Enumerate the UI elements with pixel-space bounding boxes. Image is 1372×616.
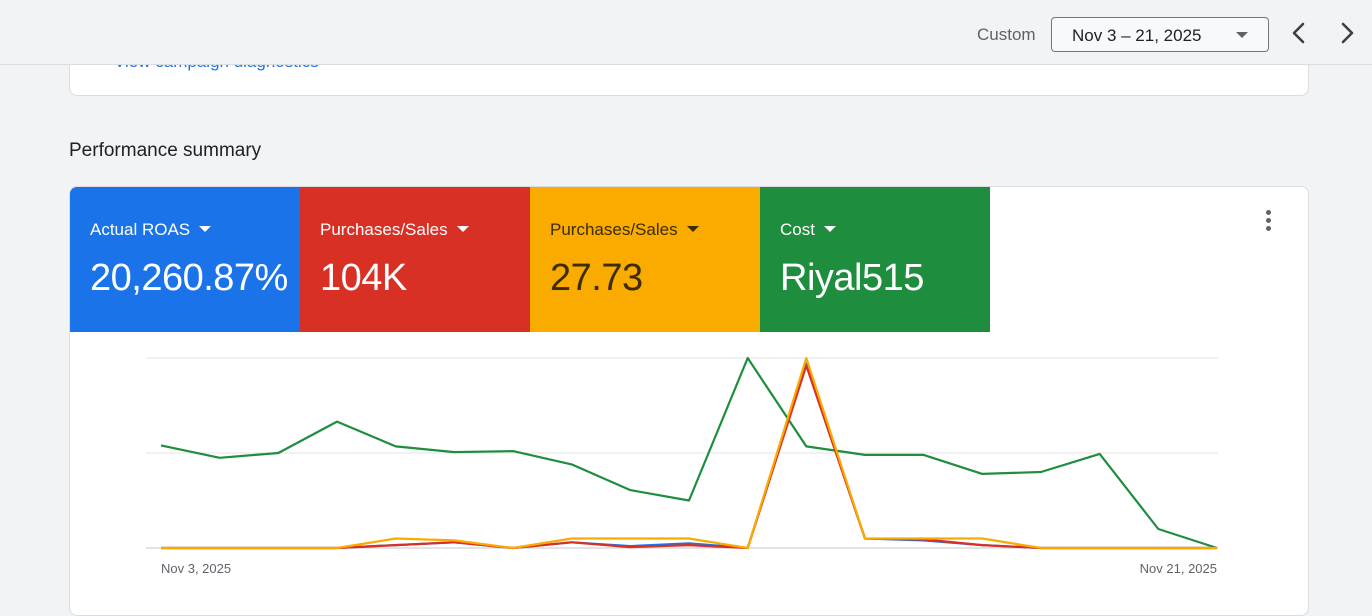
metric-label: Actual ROAS — [90, 220, 212, 240]
metric-tile-purchases-sales-2[interactable]: Purchases/Sales 27.73 — [530, 187, 760, 332]
metric-tile-purchases-sales[interactable]: Purchases/Sales 104K — [300, 187, 530, 332]
date-range-value: Nov 3 – 21, 2025 — [1072, 26, 1202, 45]
series-line-0 — [160, 356, 1218, 550]
chart-grid — [146, 357, 1218, 549]
chevron-left-icon — [1292, 22, 1305, 44]
performance-summary-card: Actual ROAS 20,260.87% Purchases/Sales 1… — [69, 186, 1309, 616]
metric-label: Cost — [780, 220, 836, 240]
caret-down-icon — [823, 225, 836, 232]
range-type-label: Custom — [977, 25, 1036, 44]
metric-value: 27.73 — [550, 257, 643, 299]
section-title: Performance summary — [69, 140, 262, 161]
metric-tile-cost[interactable]: Cost Riyal515 — [760, 187, 990, 332]
date-range-select[interactable]: Nov 3 – 21, 2025 — [1051, 17, 1269, 52]
metric-label: Purchases/Sales — [550, 220, 699, 240]
metric-value: Riyal515 — [780, 257, 924, 299]
x-axis-start-label: Nov 3, 2025 — [161, 561, 231, 576]
more-vert-icon — [1266, 210, 1271, 215]
chevron-right-icon — [1341, 22, 1354, 44]
metric-value: 104K — [320, 257, 407, 299]
more-options-button[interactable] — [1255, 207, 1283, 235]
previous-period-button[interactable] — [1284, 18, 1314, 48]
metric-tile-actual-roas[interactable]: Actual ROAS 20,260.87% — [70, 187, 300, 332]
series-line-3 — [161, 356, 1217, 550]
performance-chart: Nov 3, 2025 Nov 21, 2025 — [146, 356, 1218, 576]
metric-label: Purchases/Sales — [320, 220, 469, 240]
x-axis-end-label: Nov 21, 2025 — [1140, 561, 1217, 576]
chart-lines — [160, 356, 1218, 550]
top-bar: Custom Nov 3 – 21, 2025 — [0, 0, 1372, 65]
caret-down-icon — [199, 225, 212, 232]
next-period-button[interactable] — [1332, 18, 1362, 48]
caret-down-icon — [1236, 32, 1248, 38]
metric-value: 20,260.87% — [90, 257, 288, 299]
series-line-2 — [161, 364, 1217, 550]
series-line-1 — [161, 362, 1217, 550]
caret-down-icon — [456, 225, 469, 232]
caret-down-icon — [686, 225, 699, 232]
